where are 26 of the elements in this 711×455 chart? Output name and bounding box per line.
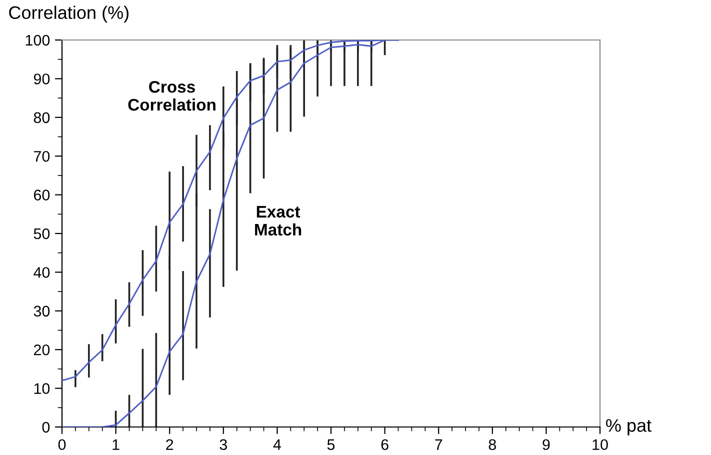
y-tick-label: 80 bbox=[34, 112, 50, 124]
x-tick-label: 3 bbox=[220, 439, 227, 450]
y-tick-label: 20 bbox=[34, 344, 50, 356]
series-label: Exact Match bbox=[255, 206, 302, 236]
x-tick-label: 6 bbox=[381, 439, 388, 450]
series-label: Cross Correlation bbox=[128, 80, 216, 111]
x-tick-label: 10 bbox=[592, 439, 608, 450]
x-tick-label: 1 bbox=[112, 439, 120, 450]
y-tick-label: 10 bbox=[34, 383, 50, 394]
x-tick-label: 8 bbox=[488, 439, 496, 450]
x-tick-label: 7 bbox=[435, 439, 442, 450]
y-tick-label: 100 bbox=[26, 34, 50, 46]
x-tick-label: 0 bbox=[58, 439, 66, 450]
x-axis-title: % pat bbox=[606, 419, 652, 436]
y-tick-label: 30 bbox=[34, 306, 50, 317]
x-tick-label: 2 bbox=[166, 439, 174, 450]
y-tick-label: 70 bbox=[34, 150, 50, 162]
y-tick-label: 60 bbox=[34, 190, 50, 200]
y-tick-label: 50 bbox=[34, 228, 50, 240]
x-tick-label: 5 bbox=[327, 439, 335, 450]
x-tick-label: 4 bbox=[273, 439, 281, 450]
y-tick-label: 0 bbox=[42, 422, 50, 433]
x-tick-label: 9 bbox=[542, 439, 550, 450]
y-tick-label: 90 bbox=[34, 74, 50, 84]
y-axis-title: Correlation (%) bbox=[9, 6, 128, 23]
y-tick-label: 40 bbox=[34, 267, 50, 278]
